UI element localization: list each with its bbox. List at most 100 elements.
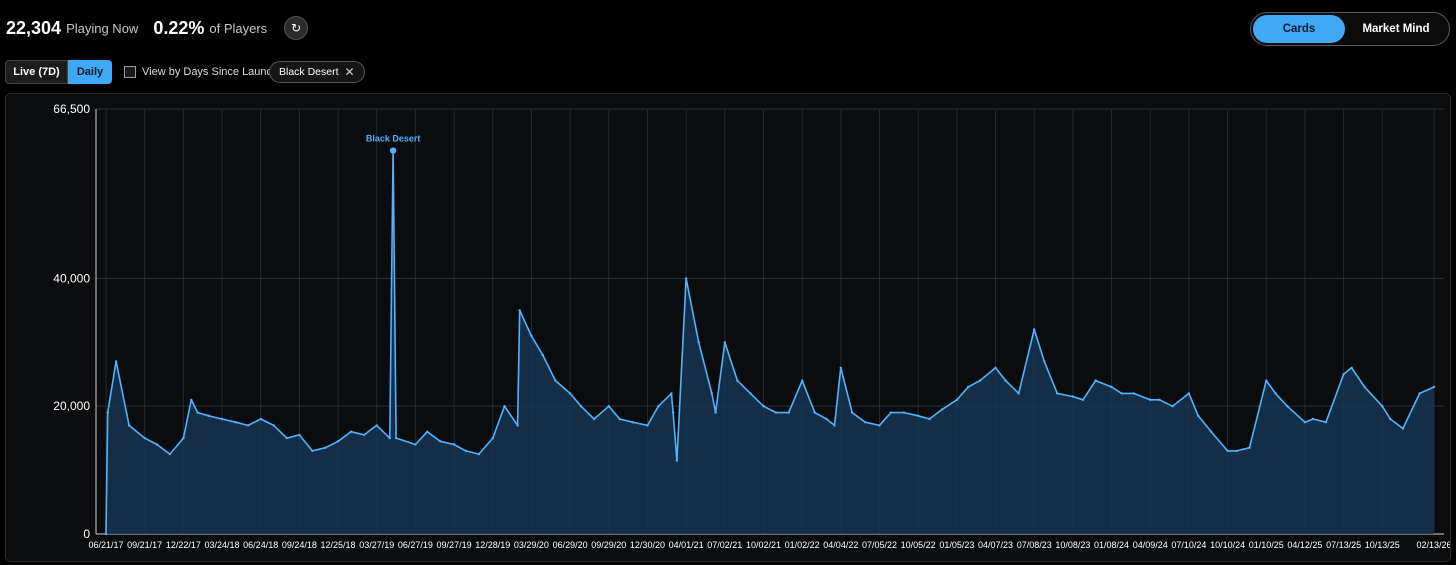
stats-bar: 22,304 Playing Now 0.22% of Players ↻ (6, 16, 309, 40)
data-point (1418, 392, 1421, 395)
data-point (1342, 373, 1345, 376)
series-line (105, 149, 1435, 535)
data-point (1110, 385, 1113, 389)
data-point (657, 405, 660, 408)
daily-button[interactable]: Daily (68, 60, 112, 84)
data-point (710, 392, 713, 395)
data-point (1081, 398, 1085, 401)
x-tick-label: 03/24/18 (205, 540, 240, 550)
y-tick-label: 66,500 (53, 102, 90, 116)
data-point (375, 424, 378, 427)
x-tick-label: 10/02/21 (746, 540, 781, 550)
data-point (749, 392, 752, 395)
x-tick-label: 12/22/17 (166, 540, 201, 550)
data-point (220, 417, 224, 421)
data-point (394, 436, 398, 440)
y-tick-label: 40,000 (53, 271, 90, 285)
days-since-launch-option[interactable]: View by Days Since Launch (124, 66, 278, 78)
x-tick-label: 01/05/23 (939, 540, 974, 550)
x-tick-label: 12/28/19 (475, 540, 510, 550)
x-tick-label: 07/08/23 (1017, 540, 1052, 550)
data-point (825, 417, 828, 421)
data-point (851, 411, 854, 414)
data-point (196, 411, 199, 414)
data-point (917, 414, 920, 417)
x-tick-label: 10/08/23 (1055, 540, 1090, 550)
data-point (618, 417, 621, 421)
data-point (464, 449, 468, 453)
data-point (833, 424, 836, 427)
x-tick-label: 09/21/17 (127, 540, 162, 550)
data-point (143, 436, 146, 440)
data-point (259, 417, 262, 421)
data-point (155, 443, 159, 446)
data-point (592, 417, 596, 421)
data-point (1017, 392, 1020, 395)
x-tick-label: 04/04/22 (823, 540, 858, 550)
data-point (889, 411, 893, 414)
x-tick-label: 04/12/25 (1287, 540, 1322, 550)
data-point (762, 405, 765, 408)
data-point (426, 430, 429, 433)
game-filter-chip[interactable]: Black Desert ✕ (269, 61, 365, 83)
data-point (234, 421, 237, 424)
x-tick-label: 06/29/20 (553, 540, 588, 550)
data-point (530, 334, 533, 338)
playing-now-label: Playing Now (66, 20, 139, 36)
data-point (285, 436, 288, 440)
data-point (1210, 430, 1213, 433)
data-point (190, 398, 193, 401)
data-point (106, 411, 109, 414)
data-point (362, 433, 366, 437)
x-tick-label: 04/07/23 (978, 540, 1013, 550)
data-point (349, 430, 353, 433)
data-point (714, 411, 717, 414)
data-point (675, 459, 679, 462)
cards-button[interactable]: Cards (1253, 15, 1345, 43)
market-mind-button[interactable]: Market Mind (1362, 23, 1430, 35)
data-point (864, 421, 867, 424)
data-point (516, 424, 519, 427)
player-count-chart[interactable]: 0 20,000 40,000 66,500 06/21/17 09/21/17 12/22… (6, 94, 1451, 562)
data-point (1265, 379, 1268, 382)
data-point (1120, 392, 1123, 395)
data-point (787, 411, 790, 414)
data-point (1248, 446, 1251, 449)
x-tick-label: 10/10/24 (1210, 540, 1245, 550)
y-tick-label: 20,000 (53, 399, 90, 413)
chip-label: Black Desert (279, 66, 339, 78)
x-tick-label: 09/24/18 (282, 540, 317, 550)
data-point (994, 366, 997, 369)
data-point (801, 379, 804, 382)
data-point (579, 405, 583, 408)
data-point (1389, 417, 1392, 421)
x-tick-label: 03/27/19 (359, 540, 394, 550)
player-share-label: of Players (209, 20, 268, 36)
close-icon[interactable]: ✕ (344, 65, 355, 79)
data-point (1311, 417, 1315, 421)
data-point (928, 417, 931, 421)
player-share-value: 0.22% (153, 17, 205, 38)
x-tick-label: 09/27/19 (437, 540, 472, 550)
days-since-launch-checkbox[interactable] (124, 66, 136, 78)
data-point (568, 392, 572, 395)
y-tick-label: 0 (83, 527, 90, 541)
data-point (477, 452, 481, 456)
data-point (839, 366, 842, 369)
chart-panel: 0 20,000 40,000 66,500 06/21/17 09/21/17 12/22… (5, 93, 1451, 562)
data-point (114, 360, 118, 363)
x-tick-label: 01/10/25 (1249, 540, 1284, 550)
data-point (736, 379, 739, 382)
data-point (1071, 395, 1075, 398)
live-7d-button[interactable]: Live (7D) (5, 60, 68, 84)
data-point (1187, 392, 1191, 395)
data-point (774, 411, 778, 414)
x-tick-label: 09/29/20 (591, 540, 626, 550)
annotation-label: Black Desert (366, 134, 421, 144)
data-point (967, 385, 970, 389)
refresh-button[interactable]: ↻ (284, 16, 309, 40)
data-point (503, 405, 506, 408)
range-selector: Live (7D) Daily (5, 60, 112, 84)
days-since-launch-label: View by Days Since Launch (142, 66, 279, 78)
data-point (671, 411, 675, 414)
